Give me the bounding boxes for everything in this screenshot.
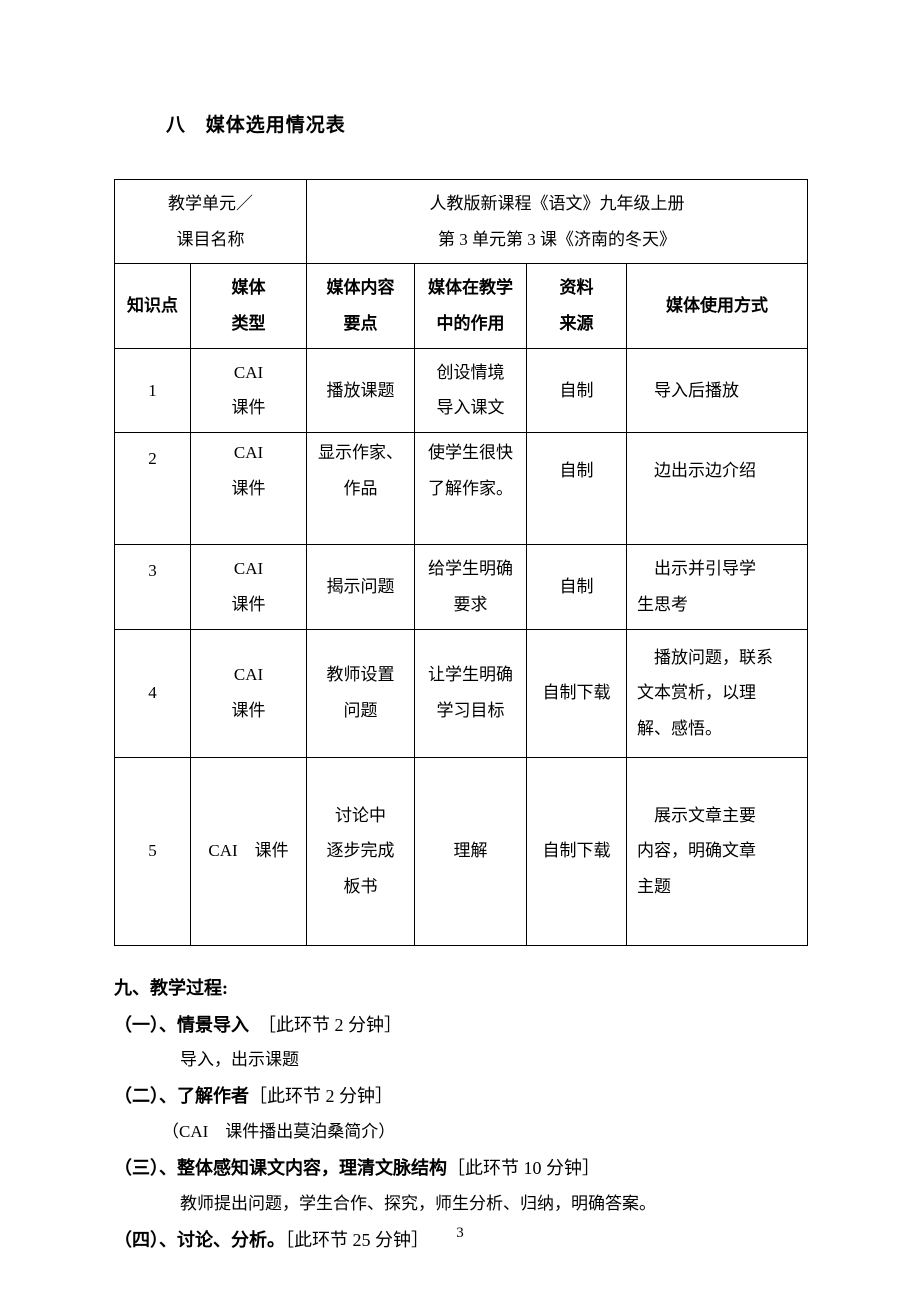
process-title: 九、教学过程: [114,970,808,1007]
table-row: 4 CAI课件 教师设置问题 让学生明确学习目标 自制下载 播放问题，联系文本赏… [115,629,808,757]
cell-usage: 导入后播放 [627,348,808,432]
cell-content: 揭示问题 [307,545,415,629]
media-table: 教学单元／ 课目名称 人教版新课程《语文》九年级上册 第 3 单元第 3 课《济… [114,179,808,946]
cell-n: 5 [115,757,191,945]
process-item-2: （二）、了解作者［此环节 2 分钟］ [114,1078,808,1115]
heading-text: 媒体选用情况表 [206,115,346,136]
process-body: （CAI 课件播出莫泊桑简介） [114,1115,808,1150]
col-header-5: 资料来源 [527,264,627,348]
cell-content: 播放课题 [307,348,415,432]
table-columns-row: 知识点 媒体类型 媒体内容要点 媒体在教学中的作用 资料来源 媒体使用方式 [115,264,808,348]
cell-source: 自制下载 [527,757,627,945]
col-header-3: 媒体内容要点 [307,264,415,348]
cell-source: 自制 [527,433,627,545]
header-left-cell: 教学单元／ 课目名称 [115,180,307,264]
table-row: 1 CAI课件 播放课题 创设情境导入课文 自制 导入后播放 [115,348,808,432]
section-heading: 八 媒体选用情况表 [166,110,808,137]
cell-type: CAI课件 [191,629,307,757]
cell-source: 自制 [527,348,627,432]
cell-usage: 播放问题，联系文本赏析，以理解、感悟。 [627,629,808,757]
header-right-l1: 人教版新课程《语文》九年级上册 [430,194,685,213]
cell-type: CAI课件 [191,433,307,545]
cell-n: 1 [115,348,191,432]
cell-role: 创设情境导入课文 [415,348,527,432]
header-right-cell: 人教版新课程《语文》九年级上册 第 3 单元第 3 课《济南的冬天》 [307,180,808,264]
process-label: （一）、情景导入 [114,1015,249,1035]
header-left-l1: 教学单元／ [168,194,253,213]
cell-role: 让学生明确学习目标 [415,629,527,757]
cell-role: 理解 [415,757,527,945]
header-left-l2: 课目名称 [177,230,245,249]
process-item-1: （一）、情景导入 ［此环节 2 分钟］ [114,1007,808,1044]
cell-type: CAI课件 [191,545,307,629]
process-label: （三）、整体感知课文内容，理清文脉结构 [114,1158,447,1178]
cell-n: 4 [115,629,191,757]
cell-n: 2 [115,433,191,545]
cell-usage: 展示文章主要内容，明确文章主题 [627,757,808,945]
table-row: 3 CAI课件 揭示问题 给学生明确要求 自制 出示并引导学生思考 [115,545,808,629]
cell-source: 自制下载 [527,629,627,757]
process-label: （二）、了解作者 [114,1086,249,1106]
cell-usage: 出示并引导学生思考 [627,545,808,629]
process-timing: ［此环节 2 分钟］ [249,1086,393,1106]
header-right-l2: 第 3 单元第 3 课《济南的冬天》 [438,230,676,249]
col-header-6: 媒体使用方式 [627,264,808,348]
process-item-3: （三）、整体感知课文内容，理清文脉结构［此环节 10 分钟］ [114,1150,808,1187]
process-body: 教师提出问题，学生合作、探究，师生分析、归纳，明确答案。 [114,1187,808,1222]
col-header-4: 媒体在教学中的作用 [415,264,527,348]
table-row: 5 CAI 课件 讨论中逐步完成板书 理解 自制下载 展示文章主要内容，明确文章… [115,757,808,945]
col-header-2: 媒体类型 [191,264,307,348]
cell-role: 给学生明确要求 [415,545,527,629]
col-header-1: 知识点 [115,264,191,348]
table-header-merge: 教学单元／ 课目名称 人教版新课程《语文》九年级上册 第 3 单元第 3 课《济… [115,180,808,264]
cell-source: 自制 [527,545,627,629]
cell-content: 讨论中逐步完成板书 [307,757,415,945]
cell-usage: 边出示边介绍 [627,433,808,545]
process-timing: ［此环节 10 分钟］ [447,1158,600,1178]
heading-num: 八 [166,115,186,136]
cell-content: 显示作家、作品 [307,433,415,545]
cell-n: 3 [115,545,191,629]
process-body: 导入，出示课题 [114,1043,808,1078]
process-timing: ［此环节 2 分钟］ [249,1015,402,1035]
table-row: 2 CAI课件 显示作家、作品 使学生很快了解作家。 自制 边出示边介绍 [115,433,808,545]
cell-type: CAI课件 [191,348,307,432]
cell-content: 教师设置问题 [307,629,415,757]
cell-type: CAI 课件 [191,757,307,945]
page-number: 3 [0,1225,920,1242]
cell-role: 使学生很快了解作家。 [415,433,527,545]
